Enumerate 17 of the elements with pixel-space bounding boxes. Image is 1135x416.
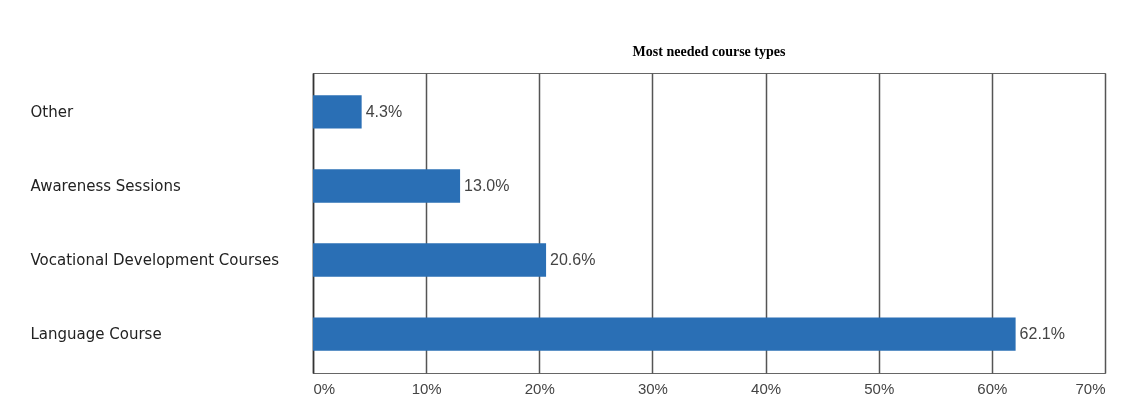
chart-title: Most needed course types bbox=[632, 44, 786, 59]
x-tick-label: 50% bbox=[864, 379, 895, 397]
x-tick-label: 60% bbox=[977, 379, 1008, 397]
x-tick-label: 20% bbox=[524, 379, 555, 397]
data-label: 20.6% bbox=[550, 251, 596, 269]
x-tick-label: 10% bbox=[411, 379, 442, 397]
x-tick-label: 70% bbox=[1075, 379, 1106, 397]
data-label: 62.1% bbox=[1019, 325, 1065, 343]
y-tick-label: Other bbox=[30, 102, 74, 121]
x-tick-label: 30% bbox=[637, 379, 668, 397]
y-tick-label: Language Course bbox=[30, 325, 162, 344]
x-tick-label: 40% bbox=[751, 379, 782, 397]
data-label: 13.0% bbox=[464, 176, 510, 194]
x-tick-label: 0% bbox=[313, 379, 336, 397]
data-label: 4.3% bbox=[365, 102, 403, 120]
y-tick-label: Awareness Sessions bbox=[30, 176, 182, 195]
y-tick-label: Vocational Development Courses bbox=[30, 251, 280, 270]
